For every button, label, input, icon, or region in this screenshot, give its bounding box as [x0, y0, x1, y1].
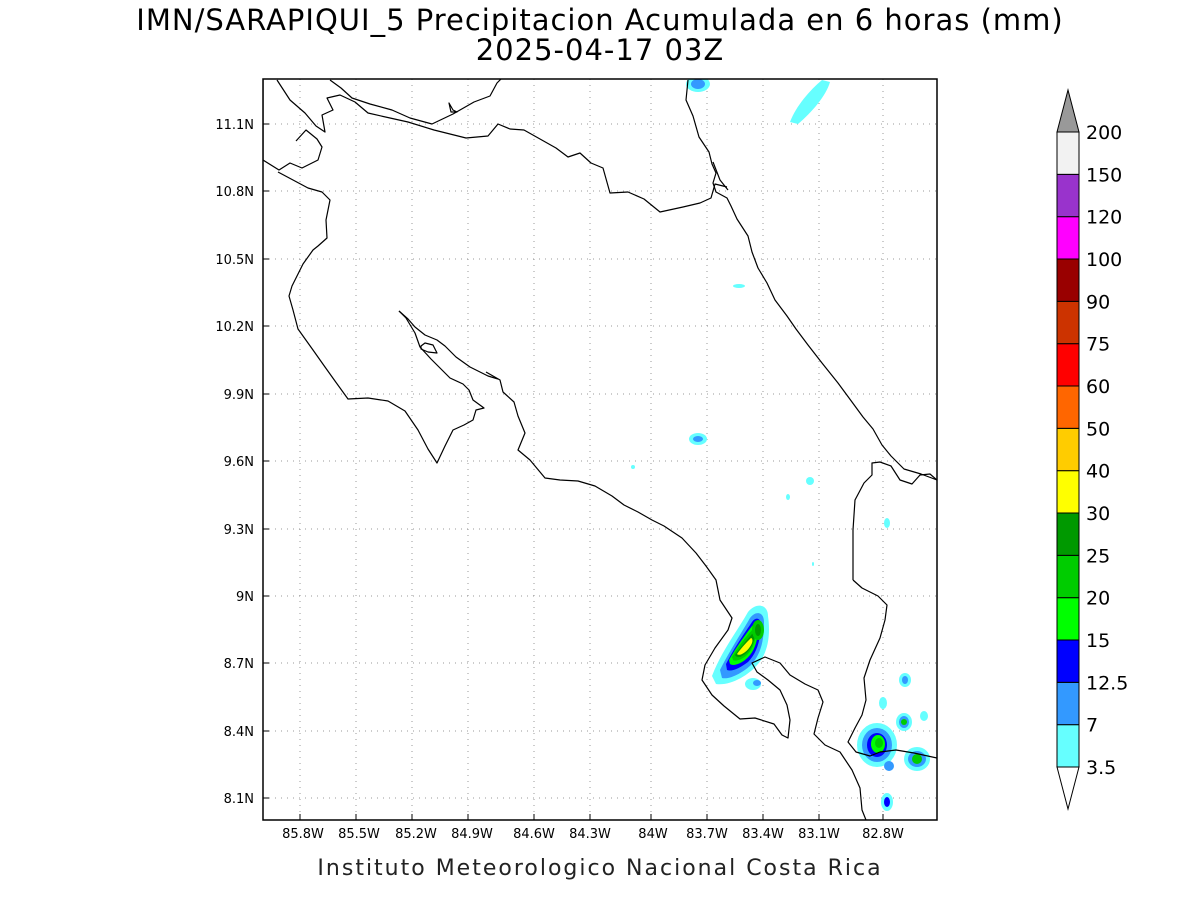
y-tick-label: 8.7N: [224, 657, 254, 672]
colorbar-label: 20: [1086, 588, 1110, 610]
colorbar-label: 50: [1086, 418, 1110, 440]
map-frame: [262, 78, 938, 821]
colorbar-max-arrow: [1056, 88, 1080, 133]
colorbar-swatch: [1056, 470, 1080, 514]
colorbar-label: 120: [1086, 207, 1122, 229]
colorbar-swatch: [1056, 681, 1080, 726]
x-tick-label: 83.1W: [798, 827, 840, 842]
colorbar-swatch: [1056, 512, 1080, 556]
colorbar-swatch: [1056, 639, 1080, 683]
y-tick-label: 10.8N: [215, 185, 254, 200]
y-tick-label: 9.9N: [224, 388, 254, 403]
map-title: IMN/SARAPIQUI_5 Precipitacion Acumulada …: [136, 3, 1064, 37]
colorbar-label: 75: [1086, 334, 1110, 356]
axis-ticks: [263, 123, 884, 820]
colorbar-label: 100: [1086, 249, 1122, 271]
colorbar-label: 150: [1086, 164, 1122, 186]
colorbar-label: 60: [1086, 376, 1110, 398]
colorbar-swatch: [1056, 343, 1080, 387]
colorbar-label: 7: [1086, 715, 1098, 737]
x-tick-label: 83.4W: [742, 827, 784, 842]
colorbar-swatch: [1056, 173, 1080, 218]
y-tick-label: 8.4N: [224, 725, 254, 740]
colorbar-swatch: [1056, 300, 1080, 345]
x-tick-label: 85.8W: [282, 827, 324, 842]
y-axis-labels: 11.1N 10.8N 10.5N 10.2N 9.9N 9.6N 9.3N 9…: [215, 118, 254, 807]
colorbar-min-arrow: [1056, 766, 1080, 811]
colorbar-swatch: [1056, 258, 1080, 302]
x-tick-label: 85.5W: [338, 827, 380, 842]
x-tick-label: 82.8W: [862, 827, 904, 842]
y-tick-label: 9N: [236, 590, 254, 605]
y-tick-label: 10.5N: [215, 253, 254, 268]
colorbar-label: 15: [1086, 630, 1110, 652]
colorbar-swatch: [1056, 427, 1080, 472]
colorbar-swatch: [1056, 216, 1080, 260]
y-tick-label: 8.1N: [224, 792, 254, 807]
colorbar-swatch: [1056, 597, 1080, 641]
colorbar-swatch: [1056, 131, 1080, 175]
x-tick-label: 84.3W: [569, 827, 611, 842]
colorbar-swatch: [1056, 724, 1080, 768]
x-axis-labels: 85.8W 85.5W 85.2W 84.9W 84.6W 84.3W 84W …: [282, 827, 904, 842]
colorbar-label: 3.5: [1086, 757, 1116, 779]
colorbar-swatch: [1056, 385, 1080, 429]
x-tick-label: 85.2W: [395, 827, 437, 842]
y-tick-label: 9.6N: [224, 455, 254, 470]
x-tick-label: 84.6W: [513, 827, 555, 842]
coastlines-and-borders: [263, 79, 937, 820]
y-tick-label: 9.3N: [224, 523, 254, 538]
x-tick-label: 84W: [638, 827, 668, 842]
y-tick-label: 11.1N: [215, 118, 254, 133]
colorbar-label: 25: [1086, 545, 1110, 567]
footer-credit: Instituto Meteorologico Nacional Costa R…: [317, 856, 883, 881]
precip-area-caribbean-north: [790, 80, 830, 124]
x-tick-label: 83.7W: [686, 827, 728, 842]
colorbar-swatch: [1056, 554, 1080, 599]
colorbar-label: 40: [1086, 461, 1110, 483]
map-background: [263, 79, 937, 820]
x-tick-label: 84.9W: [451, 827, 493, 842]
colorbar-label: 12.5: [1086, 672, 1128, 694]
colorbar-label: 30: [1086, 503, 1110, 525]
y-tick-label: 10.2N: [215, 320, 254, 335]
map-subtitle-datetime: 2025-04-17 03Z: [475, 33, 725, 67]
gridlines: [263, 79, 937, 820]
colorbar-label: 200: [1086, 122, 1122, 144]
colorbar-label: 90: [1086, 291, 1110, 313]
colorbar-legend: 3.5 7 12.5 15 20 25 30 40 50 60 75 90 100 120 150 200: [1056, 88, 1128, 811]
